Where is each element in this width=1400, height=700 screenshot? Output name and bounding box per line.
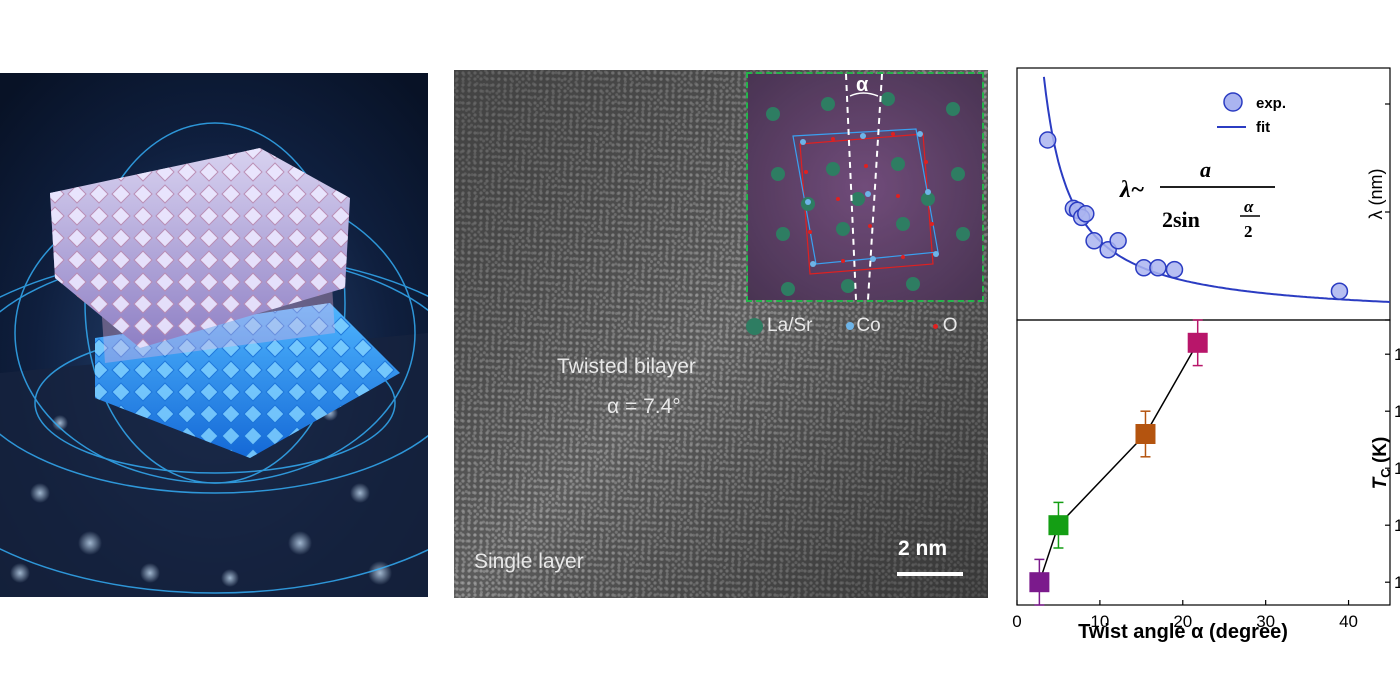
lambda-data-point xyxy=(1109,232,1127,250)
formula-numerator: a xyxy=(1200,157,1211,182)
legend-lasr-marker xyxy=(746,317,763,335)
atomic-model-graphic xyxy=(748,74,982,300)
tc-data-point xyxy=(1187,332,1208,353)
x-tick-label: 20 xyxy=(1173,612,1192,631)
tc-y-tick-label: 160 xyxy=(1394,459,1400,478)
tc-y-tick-label: 150 xyxy=(1394,573,1400,592)
twisted-bilayer-label: Twisted bilayer xyxy=(557,355,696,378)
x-axis-label: Twist angle α (degree) xyxy=(1078,621,1288,643)
lambda-fit-curve-group xyxy=(1042,76,1391,303)
legend-co-label: Co xyxy=(856,315,881,336)
legend-exp-marker xyxy=(1223,92,1243,112)
tc-y-tick-label: 170 xyxy=(1394,345,1400,364)
lambda-data-point xyxy=(1149,259,1167,277)
lambda-data-point xyxy=(1085,232,1103,250)
lambda-points-group xyxy=(1038,131,1349,300)
tc-chart-ticks: 150 155 160 165 170 0 10 20 30 40 xyxy=(1012,345,1400,631)
x-tick-label: 0 xyxy=(1012,612,1021,631)
atomic-model-inset: α xyxy=(746,72,984,302)
single-layer-label: Single layer xyxy=(474,550,584,573)
x-tick-label: 30 xyxy=(1256,612,1275,631)
lambda-data-point xyxy=(1330,282,1349,300)
tc-chart-frame xyxy=(1016,319,1391,606)
legend-exp-label: exp. xyxy=(1256,95,1286,112)
legend-o-marker xyxy=(932,323,938,329)
crystal-render-graphic xyxy=(0,73,428,597)
legend-lasr-label: La/Sr xyxy=(767,315,813,336)
formula-two: 2 xyxy=(1244,222,1253,241)
lambda-formula: λ~ a 2sin α 2 xyxy=(1119,157,1275,241)
atom-legend: La/Sr Co O xyxy=(746,314,958,338)
charts-panel: 036 150 155 160 165 170 0 10 20 30 40 exp. fit λ~… xyxy=(990,40,1400,680)
lambda-data-point xyxy=(1077,205,1095,223)
x-tick-label: 10 xyxy=(1090,612,1109,631)
scale-bar-label: 2 nm xyxy=(898,537,948,560)
legend-o-label: O xyxy=(942,315,958,336)
twisted-bilayer-illustration xyxy=(0,73,428,597)
formula-alpha: α xyxy=(1244,197,1254,216)
tc-data-point xyxy=(1029,572,1050,593)
tc-y-tick-label: 155 xyxy=(1394,516,1400,535)
lambda-fit-curve xyxy=(1042,76,1391,303)
formula-lhs: λ~ xyxy=(1119,177,1145,203)
tc-data-point xyxy=(1048,515,1069,536)
tem-micrograph: α La/Sr Co O Twisted bilayer α = 7.4° Si… xyxy=(454,70,988,598)
lambda-chart-ticks: 036 xyxy=(1385,103,1390,321)
scale-bar xyxy=(897,572,963,576)
tc-line-group xyxy=(1038,342,1199,583)
lambda-axis-label: λ (nm) xyxy=(1366,169,1386,220)
lambda-chart-frame xyxy=(1016,67,1391,321)
formula-denominator: 2sin xyxy=(1162,207,1200,232)
lambda-data-point xyxy=(1038,131,1057,149)
tc-data-point xyxy=(1135,424,1156,444)
inset-angle-label: α xyxy=(856,74,869,96)
tc-axis-label: TC (K) xyxy=(1370,437,1393,490)
charts-svg: 036 150 155 160 165 170 0 10 20 30 40 exp. fit λ~… xyxy=(1012,67,1400,643)
lambda-chart-legend: exp. fit xyxy=(1217,92,1286,136)
twist-angle-label: α = 7.4° xyxy=(607,395,681,418)
tc-connecting-line xyxy=(1038,342,1199,583)
lambda-data-point xyxy=(1165,260,1184,279)
legend-co-marker xyxy=(846,322,855,330)
x-tick-label: 40 xyxy=(1339,612,1358,631)
legend-fit-label: fit xyxy=(1256,119,1270,136)
tc-points-group xyxy=(1029,319,1208,606)
tc-y-tick-label: 165 xyxy=(1394,402,1400,421)
